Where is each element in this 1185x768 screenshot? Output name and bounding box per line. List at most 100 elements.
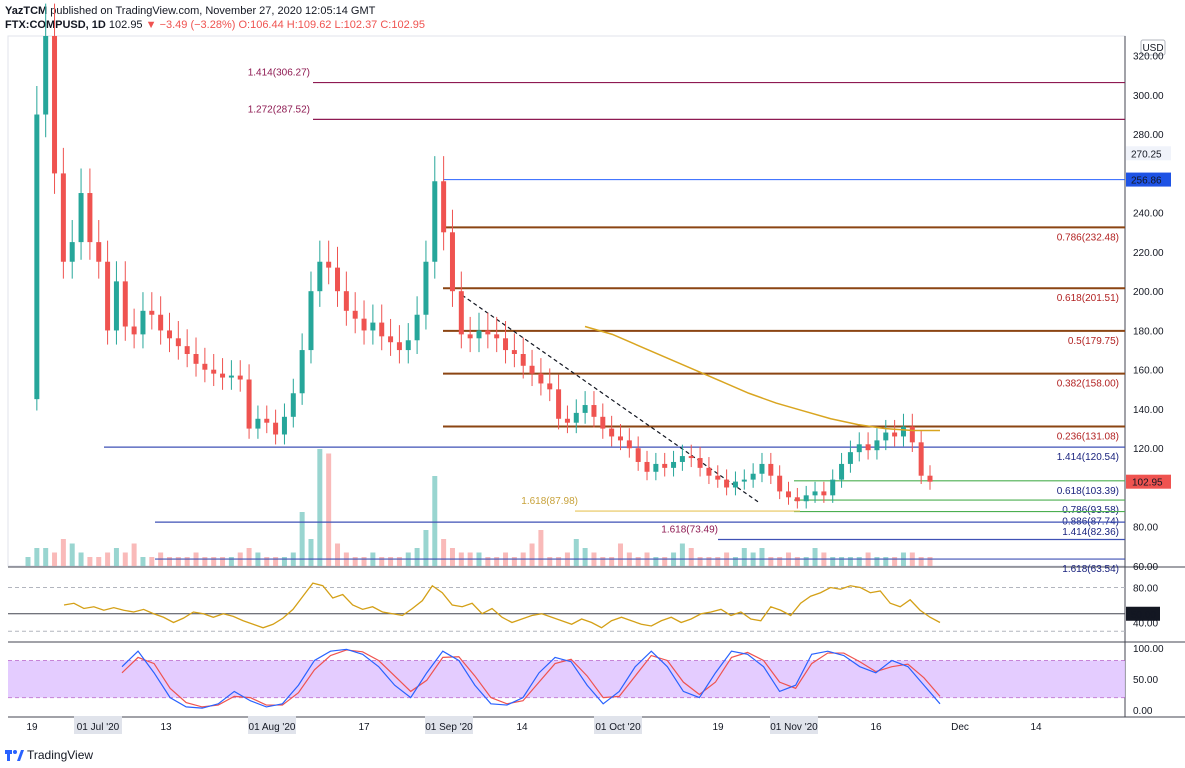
ohlc-text: O:106.44 H:109.62 L:102.37 C:102.95 <box>238 19 426 31</box>
candle-body <box>556 389 562 419</box>
candle-body <box>724 479 730 488</box>
candle-body <box>653 463 659 472</box>
candle-body <box>281 416 287 435</box>
volume-bar <box>432 476 438 566</box>
volume-bar <box>308 539 314 566</box>
price-tick: 60.00 <box>1133 562 1158 573</box>
price-pane-border <box>7 35 1126 567</box>
candle-body <box>405 340 411 351</box>
candle-body <box>511 350 517 354</box>
candle-body <box>396 342 402 351</box>
candle-body <box>706 467 712 476</box>
candle-body <box>220 373 226 378</box>
volume-bar <box>246 548 252 566</box>
fib-level-label: 0.5(179.75) <box>1068 336 1119 347</box>
rsi-tick: 40.00 <box>1133 619 1158 630</box>
volume-bar <box>600 557 606 566</box>
volume-bar <box>777 557 783 566</box>
candle-body <box>732 481 738 488</box>
volume-bar <box>299 512 305 566</box>
volume-bar <box>538 530 544 566</box>
stoch-tick: 0.00 <box>1133 706 1153 717</box>
candle-body <box>202 363 208 370</box>
candle-body <box>927 475 933 482</box>
candle-body <box>874 440 880 451</box>
publish-line: YazTCM published on TradingView.com, Nov… <box>5 4 425 18</box>
symbol-label[interactable]: FTX:COMPUSD, 1D <box>5 19 106 31</box>
candle-body <box>273 422 279 435</box>
candle-body <box>43 36 49 115</box>
fib-level-label: 0.786(232.48) <box>1057 232 1119 243</box>
volume-bar <box>131 543 137 566</box>
currency-label: USD <box>1142 43 1163 54</box>
candle-body <box>423 261 429 315</box>
candle-body <box>175 338 181 347</box>
time-tick: 14 <box>516 722 528 733</box>
month-label-bg <box>248 716 296 734</box>
time-tick: 01 Jul '20 <box>77 722 120 733</box>
candle-body <box>131 326 137 335</box>
volume-bar <box>122 552 128 566</box>
volume-bar <box>883 557 889 566</box>
candle-body <box>644 461 650 472</box>
rsi-line <box>63 582 941 629</box>
candle-body <box>379 322 385 337</box>
volume-bar <box>556 557 562 566</box>
price-tick: 120.00 <box>1133 444 1164 455</box>
time-tick: 01 Aug '20 <box>249 722 296 733</box>
extension-level-label: 1.414(306.27) <box>248 68 310 79</box>
candle-body <box>246 379 252 429</box>
trend-line <box>461 294 761 504</box>
price-tick: 140.00 <box>1133 405 1164 416</box>
candle-body <box>909 426 915 443</box>
fib-level-label: 0.618(201.51) <box>1057 293 1119 304</box>
candle-body <box>918 442 924 476</box>
month-label-bg <box>74 716 122 734</box>
candle-body <box>803 495 809 502</box>
candle-body <box>715 475 721 480</box>
candle-body <box>87 193 93 243</box>
candle-body <box>211 369 217 374</box>
candle-body <box>69 242 75 262</box>
footer-brand[interactable]: TradingView <box>27 748 94 762</box>
candle-body <box>830 479 836 496</box>
candle-body <box>688 456 694 459</box>
price-tick: 256.86 <box>1131 176 1162 187</box>
chart-frame <box>7 35 1185 718</box>
volume-bar <box>529 543 535 566</box>
candle-body <box>591 405 597 417</box>
volume-bar <box>78 552 84 566</box>
candle-body <box>432 181 438 262</box>
publisher-name[interactable]: YazTCM <box>5 5 48 17</box>
volume-bar <box>87 557 93 566</box>
volume-bar <box>326 453 332 566</box>
volume-bar <box>485 557 491 566</box>
volume-bar <box>803 557 809 566</box>
candle-body <box>458 291 464 335</box>
volume-bar <box>449 548 455 566</box>
candle-body <box>529 365 535 374</box>
candle-body <box>750 473 756 480</box>
candle-body <box>847 452 853 464</box>
candle-body <box>264 418 270 423</box>
candle-body <box>105 261 111 331</box>
currency-box <box>1140 39 1166 56</box>
candle-body <box>467 334 473 339</box>
candle-body <box>441 181 447 233</box>
stoch-band <box>8 660 1125 698</box>
volume-bar <box>839 557 845 566</box>
candle-body <box>865 444 871 451</box>
volume-bar <box>264 557 270 566</box>
volume-bar <box>113 548 119 566</box>
volume-bars <box>25 449 933 566</box>
candle-body <box>564 418 570 423</box>
volume-bar <box>414 548 420 566</box>
candle-body <box>821 491 827 496</box>
candle-body <box>193 354 199 364</box>
extension-level-label: 1.618(87.98) <box>521 496 578 507</box>
volume-bar <box>732 557 738 566</box>
volume-bar <box>423 530 429 566</box>
volume-bar <box>166 557 172 566</box>
volume-bar <box>582 548 588 566</box>
